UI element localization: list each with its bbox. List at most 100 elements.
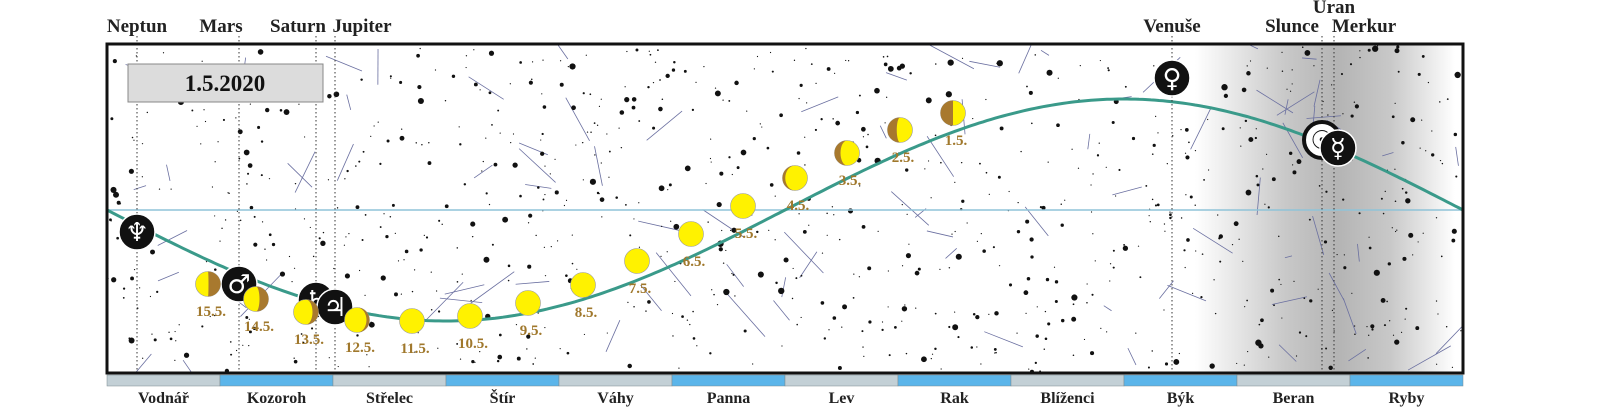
star — [835, 120, 841, 126]
star — [459, 143, 462, 146]
star — [139, 287, 141, 289]
star — [594, 154, 596, 156]
star — [774, 195, 776, 197]
star — [1249, 60, 1252, 62]
star — [488, 91, 492, 95]
star — [150, 249, 155, 255]
star — [799, 83, 803, 87]
star — [235, 349, 238, 352]
star — [459, 358, 462, 360]
star — [1318, 185, 1321, 187]
star — [1265, 153, 1268, 155]
star — [229, 341, 232, 343]
star — [820, 301, 825, 305]
constellation-line — [773, 300, 790, 321]
star — [512, 133, 515, 135]
star — [379, 162, 382, 165]
star — [707, 221, 709, 223]
star — [1323, 240, 1328, 244]
star — [1137, 245, 1140, 247]
constellation-name: Váhy — [597, 390, 633, 407]
star — [214, 268, 217, 271]
star — [303, 218, 306, 220]
star — [1248, 137, 1254, 143]
constellation-bar: Vodnář Kozoroh Střelec Štír Váhy Panna Lev Rak B… — [106, 374, 1464, 407]
star — [1184, 128, 1189, 132]
star — [201, 60, 203, 62]
star — [370, 135, 372, 138]
star — [703, 65, 705, 68]
constellation-line — [605, 320, 621, 352]
star — [606, 332, 608, 334]
star — [791, 297, 794, 300]
constellation-line — [166, 164, 171, 181]
star — [961, 199, 965, 203]
star — [214, 215, 216, 217]
star — [731, 173, 733, 176]
star — [1169, 211, 1171, 213]
star — [1451, 228, 1457, 234]
star — [1440, 255, 1443, 258]
star — [631, 97, 637, 102]
star — [1214, 312, 1217, 315]
star — [569, 63, 576, 70]
star — [133, 139, 135, 141]
star — [461, 273, 463, 275]
star — [731, 272, 733, 275]
star — [1218, 237, 1221, 240]
moon — [730, 193, 756, 219]
star — [563, 204, 566, 207]
star — [1156, 203, 1160, 207]
star — [1188, 141, 1190, 144]
constellation-line — [1256, 177, 1261, 216]
constellation-line — [1357, 243, 1360, 262]
constellation-line — [891, 191, 930, 226]
star — [672, 335, 674, 337]
star — [988, 313, 990, 315]
star — [847, 60, 850, 62]
star — [209, 315, 211, 318]
star — [1060, 223, 1064, 227]
star — [1380, 197, 1383, 200]
constellation-line — [1312, 106, 1316, 124]
constellation-line — [885, 72, 907, 81]
constellation-line — [1040, 49, 1050, 56]
moon-shadow — [887, 117, 900, 143]
moon-date: 12.5. — [345, 340, 375, 356]
constellation-line — [346, 94, 352, 111]
star — [1023, 290, 1029, 296]
star — [861, 126, 866, 132]
star — [691, 108, 695, 111]
star — [716, 201, 722, 208]
star — [566, 351, 570, 355]
moon-date: 7.5. — [629, 281, 652, 297]
star — [862, 346, 864, 348]
star — [1368, 334, 1370, 336]
star — [113, 191, 120, 198]
star — [527, 264, 532, 269]
star — [549, 173, 551, 175]
star — [1343, 254, 1345, 256]
star — [1231, 244, 1234, 246]
star — [815, 82, 817, 85]
star — [1180, 217, 1183, 219]
star — [1118, 168, 1121, 171]
star — [248, 330, 252, 334]
star — [248, 345, 250, 347]
star — [1077, 167, 1080, 169]
star — [413, 269, 416, 271]
star — [1044, 337, 1048, 341]
star — [1325, 347, 1328, 350]
star — [122, 296, 125, 299]
planet-label: Merkur — [1332, 16, 1397, 37]
star — [312, 255, 315, 258]
star — [618, 127, 620, 129]
star — [1034, 361, 1037, 365]
star — [322, 231, 325, 234]
constellation-line — [799, 251, 818, 278]
star — [828, 329, 830, 331]
star — [1373, 269, 1380, 276]
star — [544, 165, 546, 167]
star — [996, 60, 1003, 67]
star — [1169, 213, 1172, 217]
